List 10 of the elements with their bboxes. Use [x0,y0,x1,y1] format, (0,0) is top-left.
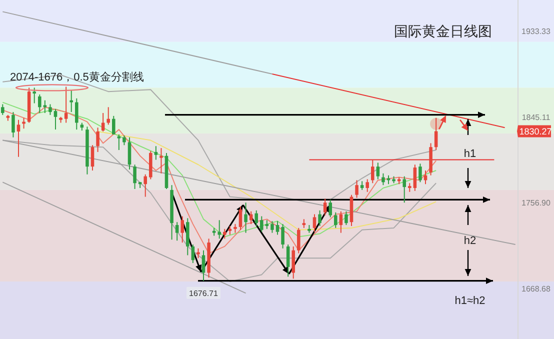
text: 国际黄金日线图 [394,23,492,39]
annotation: h2 [464,235,476,247]
y-tick-label: 1756.90 [522,198,552,208]
annotation: 2074-1676，0.5黄金分割线 [10,70,144,84]
annotation: h1≈h2 [454,295,486,307]
y-tick-label: 1668.68 [522,284,552,294]
y-tick-label: 1845.11 [522,112,551,122]
annotation: h1 [464,148,476,160]
annotation: 1676.71 [189,288,219,298]
y-tick-label: 1933.33 [522,26,552,36]
